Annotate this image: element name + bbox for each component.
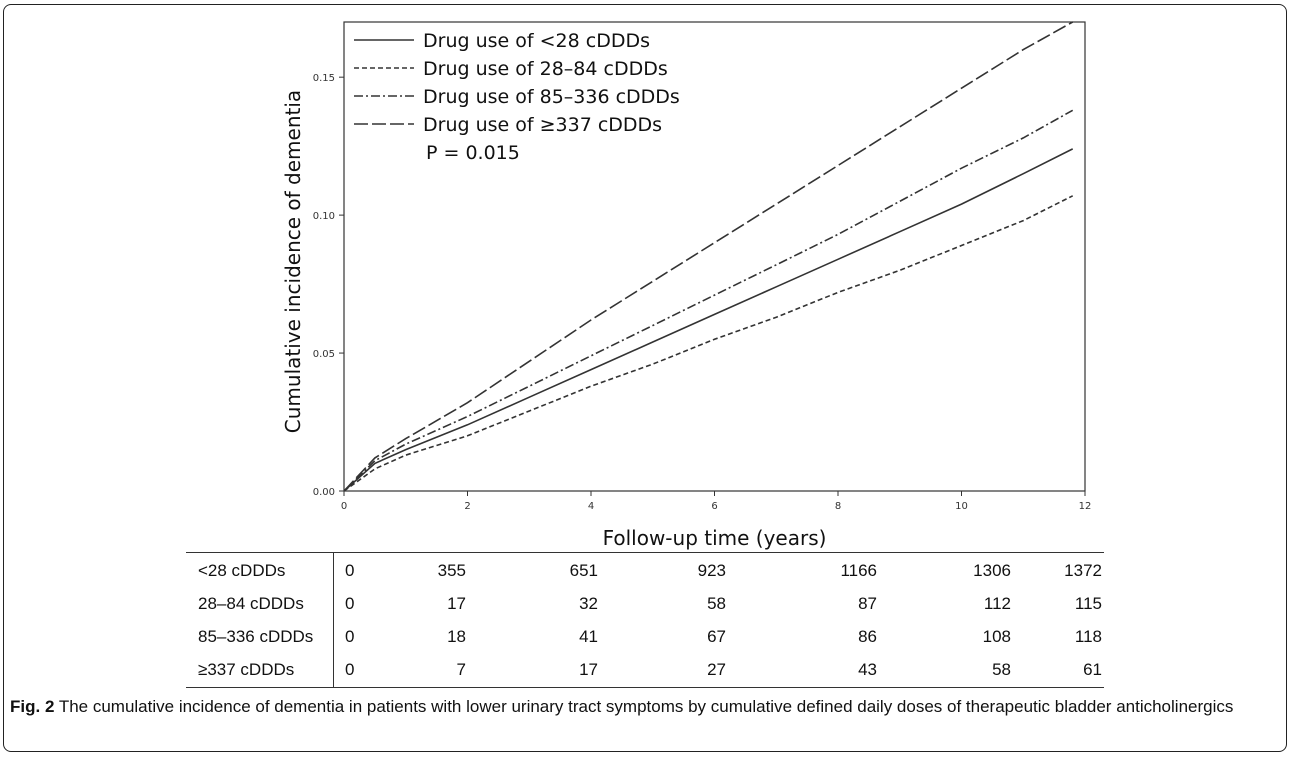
risk-cell: 18: [447, 627, 466, 646]
risk-row-label: <28 cDDDs: [198, 561, 286, 580]
y-tick-label: 0.15: [313, 73, 335, 84]
risk-cell: 32: [579, 594, 598, 613]
risk-cell: 17: [579, 660, 598, 679]
x-tick-label: 0: [341, 501, 347, 512]
figure-frame: [3, 4, 1287, 752]
risk-cell: 61: [1083, 660, 1102, 679]
risk-table-bottom-rule: [186, 687, 1104, 688]
risk-cell: 355: [437, 561, 466, 580]
y-tick-label: 0.10: [313, 211, 335, 222]
risk-cell: 86: [858, 627, 877, 646]
figure-caption: Fig. 2 The cumulative incidence of demen…: [10, 695, 1278, 719]
series-line-2: [343, 195, 1074, 492]
x-tick-label: 12: [1079, 501, 1092, 512]
risk-cell: 115: [1074, 594, 1102, 613]
risk-cell: 0: [345, 660, 355, 679]
risk-cell: 112: [983, 594, 1011, 613]
risk-row: ≥337 cDDDs 0 7 17 27 43 58 61: [186, 653, 1104, 686]
risk-cell: 0: [345, 627, 355, 646]
risk-cell: 7: [456, 660, 466, 679]
x-axis-title: Follow-up time (years): [603, 526, 827, 550]
x-tick-label: 6: [711, 501, 717, 512]
risk-row: <28 cDDDs 0 355 651 923 1166 1306 1372: [186, 554, 1104, 587]
risk-cell: 58: [992, 660, 1011, 679]
x-tick-label: 8: [835, 501, 841, 512]
risk-row: 28–84 cDDDs 0 17 32 58 87 112 115: [186, 587, 1104, 620]
risk-row-label: ≥337 cDDDs: [198, 660, 295, 679]
risk-row: 85–336 cDDDs 0 18 41 67 86 108 118: [186, 620, 1104, 653]
risk-cell: 118: [1074, 627, 1102, 646]
y-tick-label: 0.00: [313, 487, 335, 498]
figure-label: Fig. 2: [10, 697, 55, 716]
risk-row-label: 85–336 cDDDs: [198, 627, 314, 646]
risk-table-top-rule: [186, 552, 1104, 553]
risk-cell: 1372: [1064, 561, 1102, 580]
risk-cell: 87: [858, 594, 877, 613]
x-tick-label: 2: [464, 501, 470, 512]
p-value-annotation: P = 0.015: [426, 142, 520, 164]
risk-cell: 0: [345, 594, 355, 613]
x-tick-label: 4: [588, 501, 594, 512]
km-chart: 0 2 4 6 8 10 12 0.00 0.05 0.10 0.15 Follow-up time …: [281, 21, 1092, 550]
risk-cell: 41: [579, 627, 598, 646]
risk-cell: 923: [697, 561, 726, 580]
risk-row-label: 28–84 cDDDs: [198, 594, 304, 613]
risk-cell: 0: [345, 561, 355, 580]
series-line-4: [343, 21, 1074, 492]
risk-cell: 67: [707, 627, 726, 646]
risk-cell: 43: [858, 660, 877, 679]
series-line-3: [343, 109, 1074, 492]
risk-cell: 58: [707, 594, 726, 613]
risk-cell: 651: [569, 561, 598, 580]
risk-cell: 27: [707, 660, 726, 679]
risk-cell: 1306: [973, 561, 1011, 580]
legend-label-3: Drug use of 85–336 cDDDs: [423, 86, 680, 108]
risk-cell: 1166: [840, 561, 877, 580]
series-line-1: [343, 148, 1074, 492]
legend-label-1: Drug use of <28 cDDDs: [423, 30, 650, 52]
caption-text: The cumulative incidence of dementia in …: [54, 697, 1234, 716]
risk-table-divider: [333, 552, 334, 688]
y-axis-title: Cumulative incidence of dementia: [281, 90, 305, 433]
risk-cell: 108: [982, 627, 1011, 646]
legend-label-4: Drug use of ≥337 cDDDs: [423, 114, 662, 136]
legend-label-2: Drug use of 28–84 cDDDs: [423, 58, 668, 80]
risk-table: <28 cDDDs 0 355 651 923 1166 1306 1372 28–84 cDD…: [186, 552, 1104, 688]
risk-cell: 17: [447, 594, 466, 613]
y-tick-label: 0.05: [313, 349, 335, 360]
x-tick-label: 10: [955, 501, 968, 512]
